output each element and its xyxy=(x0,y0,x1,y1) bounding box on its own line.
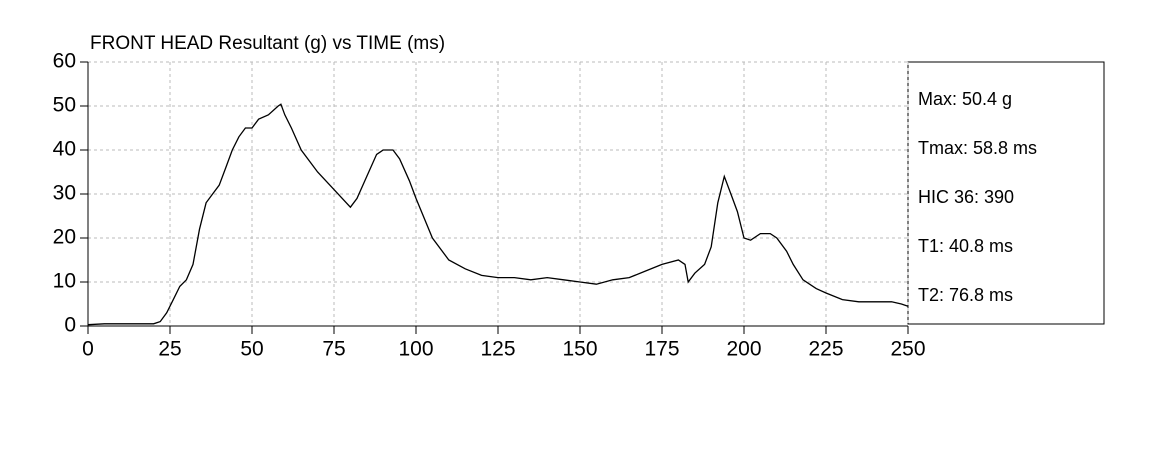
data-line xyxy=(87,103,909,326)
annotation: Tmax: 58.8 ms xyxy=(918,138,1037,158)
x-tick-label: 225 xyxy=(808,338,843,361)
x-tick-label: 0 xyxy=(82,338,94,361)
y-tick-label: 10 xyxy=(53,270,76,293)
x-tick-label: 250 xyxy=(890,338,925,361)
chart-title: FRONT HEAD Resultant (g) vs TIME (ms) xyxy=(90,33,445,54)
annotation: Max: 50.4 g xyxy=(918,89,1012,109)
x-tick-label: 50 xyxy=(240,338,263,361)
info-box xyxy=(907,61,1105,325)
x-tick-label: 100 xyxy=(398,338,433,361)
y-tick-label: 60 xyxy=(53,50,76,73)
x-tick-label: 150 xyxy=(562,338,597,361)
annotation: T1: 40.8 ms xyxy=(918,236,1013,256)
y-tick-label: 30 xyxy=(53,182,76,205)
x-tick-label: 125 xyxy=(480,338,515,361)
y-tick-label: 40 xyxy=(53,138,76,161)
x-tick-label: 25 xyxy=(158,338,181,361)
y-tick-label: 0 xyxy=(64,314,76,337)
x-tick-label: 75 xyxy=(322,338,345,361)
annotation: HIC 36: 390 xyxy=(918,187,1014,207)
y-tick-label: 20 xyxy=(53,226,76,249)
y-tick-label: 50 xyxy=(53,94,76,117)
x-tick-label: 175 xyxy=(644,338,679,361)
annotation: T2: 76.8 ms xyxy=(918,285,1013,305)
x-tick-label: 200 xyxy=(726,338,761,361)
